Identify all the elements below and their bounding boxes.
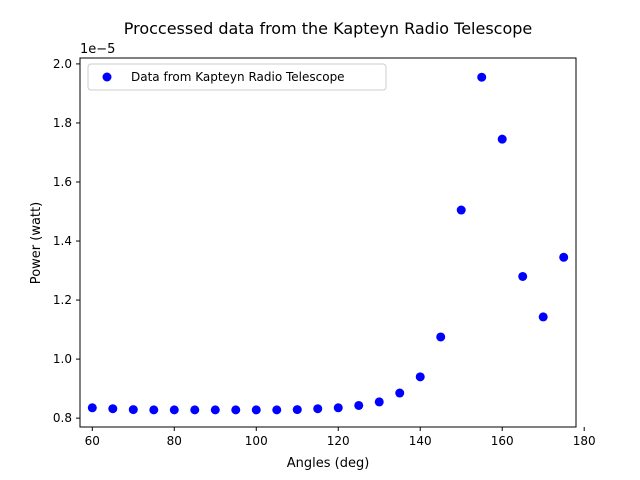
x-tick-label: 80 bbox=[167, 434, 182, 448]
data-point bbox=[374, 397, 384, 407]
data-point bbox=[456, 205, 466, 215]
y-tick-label: 2.0 bbox=[53, 57, 72, 71]
legend-label: Data from Kapteyn Radio Telescope bbox=[131, 70, 345, 84]
data-point bbox=[497, 134, 507, 144]
data-point bbox=[415, 372, 425, 382]
data-point bbox=[251, 405, 261, 415]
data-point bbox=[333, 403, 343, 413]
data-point bbox=[231, 405, 241, 415]
chart-title: Proccessed data from the Kapteyn Radio T… bbox=[124, 19, 533, 38]
data-point bbox=[395, 388, 405, 398]
x-tick-label: 160 bbox=[491, 434, 514, 448]
data-point bbox=[436, 332, 446, 342]
data-point bbox=[87, 403, 97, 413]
y-tick-label: 1.2 bbox=[53, 293, 72, 307]
y-tick-label: 0.8 bbox=[53, 411, 72, 425]
data-point bbox=[149, 405, 159, 415]
data-point bbox=[190, 405, 200, 415]
y-tick-label: 1.0 bbox=[53, 352, 72, 366]
y-tick-label: 1.8 bbox=[53, 116, 72, 130]
legend: Data from Kapteyn Radio Telescope bbox=[87, 63, 387, 91]
data-point bbox=[292, 405, 302, 415]
data-point bbox=[313, 404, 323, 414]
data-point bbox=[128, 405, 138, 415]
legend-marker bbox=[102, 72, 112, 82]
data-point bbox=[169, 405, 179, 415]
axes-frame bbox=[79, 57, 577, 428]
x-tick-label: 180 bbox=[573, 434, 596, 448]
y-axis-label: Power (watt) bbox=[29, 202, 44, 284]
legend-box bbox=[87, 63, 387, 91]
x-axis-label: Angles (deg) bbox=[287, 456, 370, 471]
x-tick-label: 100 bbox=[245, 434, 268, 448]
data-point bbox=[354, 400, 364, 410]
data-point bbox=[559, 252, 569, 262]
data-point bbox=[272, 405, 282, 415]
data-point bbox=[477, 72, 487, 82]
data-point bbox=[538, 312, 548, 322]
plot-area: 60 80 100 120 140 160 180 0.8 1.0 1.2 1.4 1.6 1.8 2.0 bbox=[53, 57, 596, 448]
x-tick-label: 140 bbox=[409, 434, 432, 448]
data-point bbox=[518, 271, 528, 281]
data-point bbox=[108, 404, 118, 414]
y-tick-label: 1.4 bbox=[53, 234, 72, 248]
data-point bbox=[210, 405, 220, 415]
x-tick-label: 60 bbox=[85, 434, 100, 448]
y-tick-label: 1.6 bbox=[53, 175, 72, 189]
x-tick-label: 120 bbox=[327, 434, 350, 448]
y-offset-label: 1e−5 bbox=[80, 42, 115, 57]
